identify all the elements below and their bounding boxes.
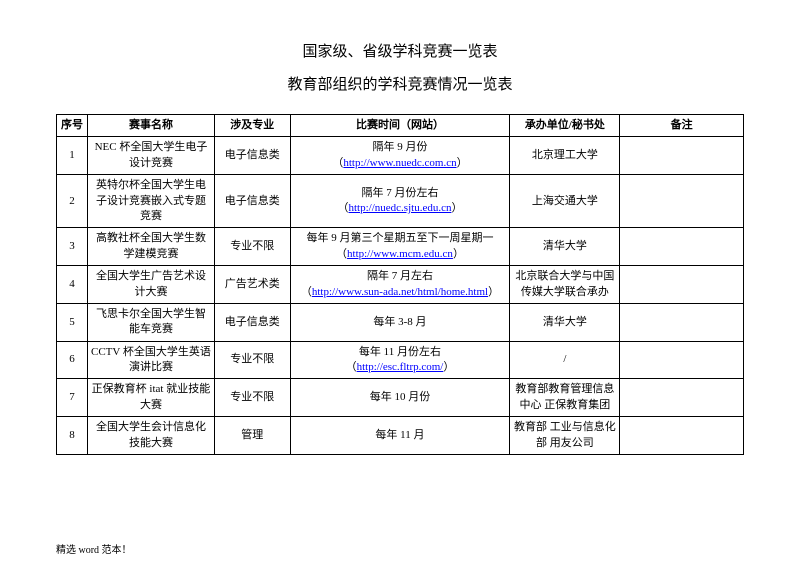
footer-text: 精选 word 范本！ (56, 541, 132, 556)
cell-num: 3 (57, 228, 88, 266)
cell-name: NEC 杯全国大学生电子设计竞赛 (87, 137, 214, 175)
table-row: 4全国大学生广告艺术设计大赛广告艺术类 隔年 7 月左右 （http://www.s… (57, 266, 744, 304)
table-row: 3高教社杯全国大学生数学建模竞赛专业不限 每年 9 月第三个星期五至下一周星期一 （… (57, 228, 744, 266)
cell-num: 2 (57, 175, 88, 228)
cell-num: 5 (57, 303, 88, 341)
col-name: 赛事名称 (87, 115, 214, 137)
col-num: 序号 (57, 115, 88, 137)
time-link-wrap: （http://www.nuedc.com.cn） (332, 157, 467, 169)
cell-remark (620, 303, 744, 341)
cell-org: 教育部教育管理信息中心 正保教育集团 (510, 379, 620, 417)
cell-org: 清华大学 (510, 228, 620, 266)
table-row: 5飞思卡尔全国大学生智能车竞赛电子信息类 每年 3-8 月 清华大学 (57, 303, 744, 341)
time-link-wrap: （http://esc.fltrp.com/） (346, 361, 455, 373)
time-link[interactable]: http://www.sun-ada.net/html/home.html (312, 286, 488, 298)
col-remark: 备注 (620, 115, 744, 137)
time-link[interactable]: http://esc.fltrp.com/ (357, 361, 444, 373)
table-row: 1NEC 杯全国大学生电子设计竞赛电子信息类 隔年 9 月份 （http://www… (57, 137, 744, 175)
cell-remark (620, 417, 744, 455)
col-major: 涉及专业 (215, 115, 291, 137)
table-body: 1NEC 杯全国大学生电子设计竞赛电子信息类隔年 9 月份（http://www… (57, 137, 744, 455)
time-link-wrap: （http://nuedc.sjtu.edu.cn） (338, 202, 463, 214)
cell-name: CCTV 杯全国大学生英语演讲比赛 (87, 341, 214, 379)
cell-org: 北京理工大学 (510, 137, 620, 175)
cell-name: 飞思卡尔全国大学生智能车竞赛 (87, 303, 214, 341)
cell-num: 6 (57, 341, 88, 379)
cell-remark (620, 137, 744, 175)
cell-num: 7 (57, 379, 88, 417)
time-link-wrap: （http://www.mcm.edu.cn） (336, 248, 464, 260)
time-text: 每年 11 月 (375, 429, 424, 441)
cell-major: 专业不限 (215, 341, 291, 379)
page-title-main: 国家级、省级学科竞赛一览表 (56, 40, 744, 61)
cell-time: 每年 11 月份左右 （http://esc.fltrp.com/） (290, 341, 510, 379)
time-text: 每年 10 月份 (370, 391, 431, 403)
page: 国家级、省级学科竞赛一览表 教育部组织的学科竞赛情况一览表 序号 赛事名称 涉及… (0, 0, 800, 566)
cell-time: 每年 3-8 月 (290, 303, 510, 341)
cell-name: 英特尔杯全国大学生电子设计竞赛嵌入式专题竞赛 (87, 175, 214, 228)
cell-major: 专业不限 (215, 228, 291, 266)
col-time: 比赛时间（网站） (290, 115, 510, 137)
cell-org: 教育部 工业与信息化部 用友公司 (510, 417, 620, 455)
cell-time: 每年 10 月份 (290, 379, 510, 417)
col-org: 承办单位/秘书处 (510, 115, 620, 137)
time-link[interactable]: http://www.nuedc.com.cn (343, 157, 456, 169)
cell-major: 电子信息类 (215, 303, 291, 341)
cell-remark (620, 228, 744, 266)
time-text: 隔年 9 月份 (372, 141, 427, 153)
time-text: 隔年 7 月份左右 (361, 187, 438, 199)
cell-org: 北京联合大学与中国传媒大学联合承办 (510, 266, 620, 304)
cell-num: 8 (57, 417, 88, 455)
cell-major: 电子信息类 (215, 137, 291, 175)
cell-major: 管理 (215, 417, 291, 455)
cell-major: 电子信息类 (215, 175, 291, 228)
cell-time: 每年 9 月第三个星期五至下一周星期一 （http://www.mcm.edu.c… (290, 228, 510, 266)
table-header-row: 序号 赛事名称 涉及专业 比赛时间（网站） 承办单位/秘书处 备注 (57, 115, 744, 137)
cell-remark (620, 175, 744, 228)
cell-major: 广告艺术类 (215, 266, 291, 304)
time-text: 每年 3-8 月 (373, 316, 426, 328)
table-row: 6CCTV 杯全国大学生英语演讲比赛专业不限 每年 11 月份左右 （http://… (57, 341, 744, 379)
cell-name: 高教社杯全国大学生数学建模竞赛 (87, 228, 214, 266)
competition-table: 序号 赛事名称 涉及专业 比赛时间（网站） 承办单位/秘书处 备注 1NEC 杯… (56, 114, 744, 455)
cell-name: 全国大学生广告艺术设计大赛 (87, 266, 214, 304)
time-link[interactable]: http://www.mcm.edu.cn (347, 248, 453, 260)
cell-time: 每年 11 月 (290, 417, 510, 455)
cell-remark (620, 379, 744, 417)
cell-num: 4 (57, 266, 88, 304)
cell-name: 全国大学生会计信息化技能大赛 (87, 417, 214, 455)
time-text: 每年 11 月份左右 (359, 346, 441, 358)
table-row: 2英特尔杯全国大学生电子设计竞赛嵌入式专题竞赛电子信息类 隔年 7 月份左右 （ht… (57, 175, 744, 228)
cell-time: 隔年 7 月左右 （http://www.sun-ada.net/html/hom… (290, 266, 510, 304)
time-link-wrap: （http://www.sun-ada.net/html/home.html） (301, 286, 499, 298)
cell-num: 1 (57, 137, 88, 175)
cell-time: 隔年 9 月份 （http://www.nuedc.com.cn） (290, 137, 510, 175)
cell-time: 隔年 7 月份左右 （http://nuedc.sjtu.edu.cn） (290, 175, 510, 228)
cell-remark (620, 266, 744, 304)
cell-org: 上海交通大学 (510, 175, 620, 228)
table-row: 7正保教育杯 itat 就业技能大赛专业不限 每年 10 月份 教育部教育管理信息中… (57, 379, 744, 417)
cell-org: / (510, 341, 620, 379)
cell-remark (620, 341, 744, 379)
cell-major: 专业不限 (215, 379, 291, 417)
time-text: 每年 9 月第三个星期五至下一周星期一 (306, 232, 493, 244)
cell-org: 清华大学 (510, 303, 620, 341)
time-link[interactable]: http://nuedc.sjtu.edu.cn (349, 202, 452, 214)
cell-name: 正保教育杯 itat 就业技能大赛 (87, 379, 214, 417)
table-row: 8全国大学生会计信息化技能大赛管理 每年 11 月 教育部 工业与信息化部 用友公司 (57, 417, 744, 455)
page-title-sub: 教育部组织的学科竞赛情况一览表 (56, 73, 744, 94)
time-text: 隔年 7 月左右 (367, 270, 433, 282)
